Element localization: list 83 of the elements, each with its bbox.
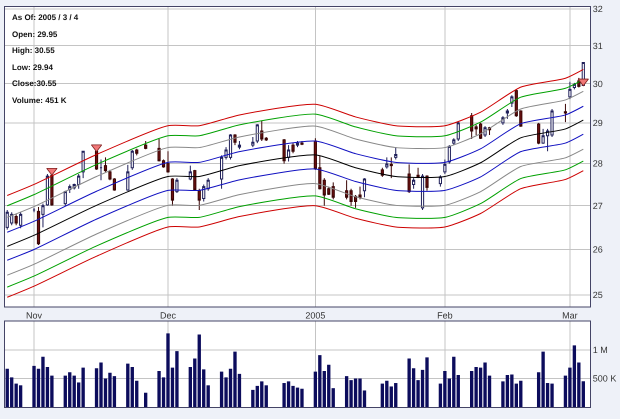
candlestick: [408, 164, 411, 194]
bar: [296, 388, 300, 407]
bar: [220, 372, 224, 407]
annotation: As Of: 2005 / 3 / 4: [12, 13, 79, 22]
bar: [18, 385, 22, 407]
bar: [354, 378, 358, 407]
y-tick-label: 31: [592, 40, 603, 51]
candlestick: [198, 188, 201, 211]
x-tick-label: Dec: [160, 310, 176, 320]
bar: [251, 390, 255, 407]
candlestick: [390, 156, 393, 179]
candlestick: [385, 156, 388, 170]
candlestick: [130, 150, 134, 170]
bar: [112, 376, 116, 407]
y-tick-label: 1 M: [592, 345, 608, 356]
bar: [349, 380, 353, 407]
bar: [233, 352, 237, 407]
y-tick-label: 500 K: [592, 374, 616, 384]
annotation: Close:30.55: [12, 79, 58, 88]
candlestick: [238, 140, 242, 150]
candlestick: [166, 150, 170, 174]
bar: [300, 388, 304, 407]
y-tick-label: 30: [592, 78, 603, 89]
x-tick-label: Mar: [562, 310, 578, 320]
y-tick-label: 27: [592, 200, 603, 211]
candlestick: [470, 112, 474, 140]
candlestick: [416, 167, 420, 179]
line-series: [6, 90, 584, 218]
candlestick: [256, 124, 259, 144]
candlestick: [394, 146, 398, 160]
candlestick: [170, 178, 174, 206]
annotation: High: 30.55: [12, 46, 56, 55]
candlestick: [64, 190, 67, 206]
candlestick: [104, 156, 108, 172]
line-series: [6, 148, 584, 276]
candlestick: [144, 140, 148, 150]
y-tick-label: 32: [592, 4, 603, 14]
line-series: [6, 106, 584, 233]
candlestick: [362, 178, 366, 198]
candlestick: [448, 144, 451, 164]
bar: [175, 351, 179, 407]
candlestick: [32, 207, 36, 213]
bar: [550, 384, 554, 407]
candlestick: [412, 178, 416, 190]
line-series: [6, 120, 584, 247]
candlestick: [443, 158, 446, 174]
bar: [358, 378, 362, 407]
candlestick: [568, 81, 572, 100]
annotation: Volume: 451 K: [12, 96, 67, 105]
bar: [282, 383, 286, 407]
bar: [157, 371, 161, 407]
x-tick-label: Feb: [437, 310, 453, 320]
candlestick: [19, 212, 22, 229]
candlestick: [456, 121, 460, 142]
candlestick: [564, 103, 568, 123]
candlestick: [425, 174, 429, 192]
bar: [506, 375, 510, 407]
candlestick: [99, 158, 103, 181]
y-tick-label: 28: [592, 158, 603, 169]
candlestick: [452, 138, 456, 146]
y-tick-label: 26: [592, 244, 603, 255]
candlestick: [135, 148, 138, 156]
candlestick: [286, 144, 290, 162]
bar: [380, 384, 384, 407]
line-series: [6, 134, 584, 261]
candlestick: [126, 164, 130, 192]
bar: [144, 392, 148, 407]
candlestick: [193, 169, 196, 192]
x-tick-label: Nov: [26, 310, 43, 320]
annotation: Low: 29.94: [12, 63, 54, 72]
candlestick: [537, 122, 540, 145]
bar: [81, 368, 85, 407]
annotation: Open: 29.95: [12, 30, 58, 39]
y-tick-label: 25: [592, 290, 603, 300]
candlestick: [14, 214, 18, 226]
bar: [483, 362, 487, 407]
candlestick: [188, 165, 192, 181]
candlestick: [291, 142, 295, 154]
candlestick: [251, 136, 254, 148]
y-tick-label: 29: [592, 118, 603, 128]
x-tick-label: 2005: [305, 310, 326, 320]
candlestick: [506, 108, 509, 120]
bar: [99, 362, 103, 407]
